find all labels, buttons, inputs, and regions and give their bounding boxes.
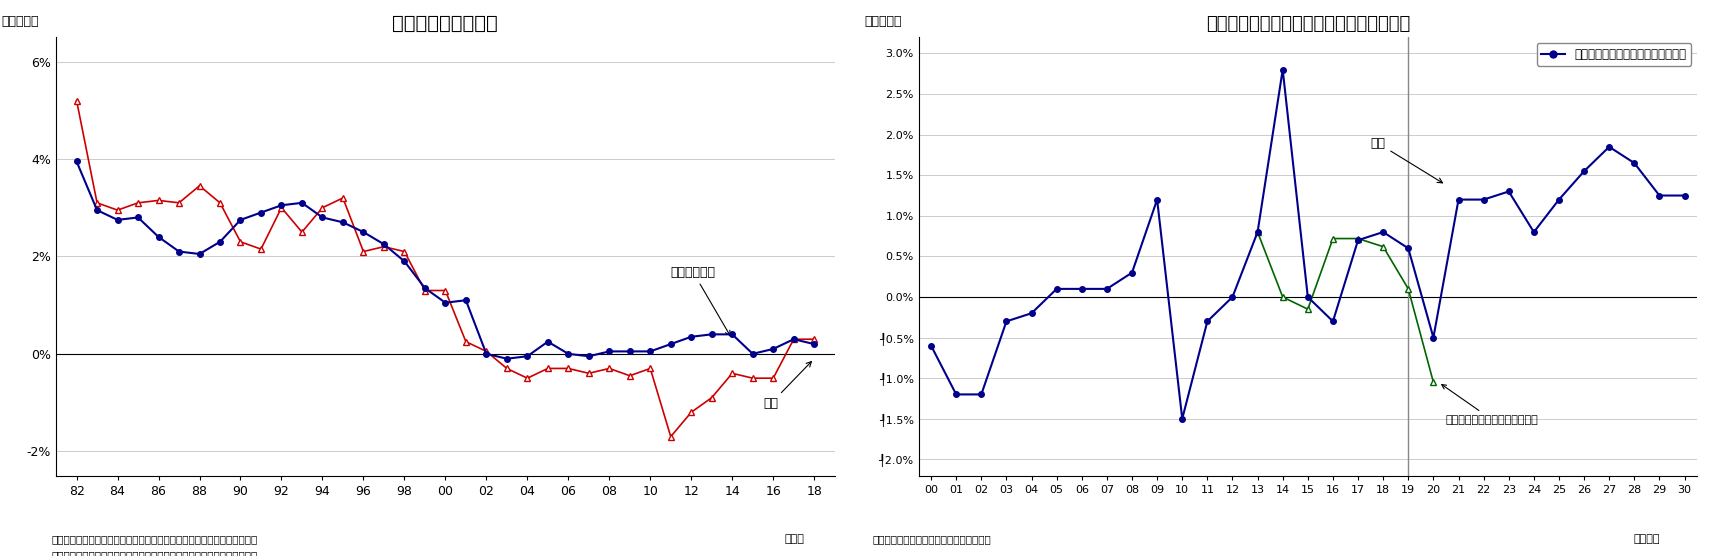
消費者物価（生鮮食品を除く総合） <box>1146 196 1167 203</box>
Text: （前年比）: （前年比） <box>864 16 902 28</box>
Legend: 消費者物価（生鮮食品を除く総合）: 消費者物価（生鮮食品を除く総合） <box>1536 43 1690 66</box>
消費者物価（生鮮食品を除く総合） <box>996 318 1016 325</box>
消費者物価（生鮮食品を除く総合） <box>1297 294 1317 300</box>
消費者物価（生鮮食品を除く総合） <box>972 391 992 398</box>
Text: （前年比）: （前年比） <box>2 16 39 28</box>
消費者物価（生鮮食品を除く総合） <box>1523 229 1543 235</box>
消費者物価（生鮮食品を除く総合） <box>1372 229 1393 235</box>
消費者物価（生鮮食品を除く総合） <box>946 391 967 398</box>
消費者物価（生鮮食品を除く総合） <box>1047 286 1068 292</box>
消費者物価（生鮮食品を除く総合） <box>1021 310 1042 316</box>
消費者物価（生鮮食品を除く総合） <box>1675 192 1696 199</box>
消費者物価（生鮮食品を除く総合） <box>1448 196 1468 203</box>
消費者物価（生鮮食品を除く総合） <box>1398 245 1418 252</box>
Title: サービス価格と賃金: サービス価格と賃金 <box>392 14 498 33</box>
Text: 消費税率引き上げの影響を除く: 消費税率引き上げの影響を除く <box>1442 385 1538 425</box>
Title: 消費者物価（生鮮食品を除く総合）の予測: 消費者物価（生鮮食品を除く総合）の予測 <box>1206 15 1410 33</box>
消費者物価（生鮮食品を除く総合） <box>1198 318 1218 325</box>
Text: （年）: （年） <box>784 534 804 544</box>
消費者物価（生鮮食品を除く総合） <box>1348 237 1369 244</box>
消費者物価（生鮮食品を除く総合） <box>1473 196 1494 203</box>
Text: （資料）総務省統計局「消費者物価指数」、厚生労働省「毎月勤労統計」: （資料）総務省統計局「消費者物価指数」、厚生労働省「毎月勤労統計」 <box>51 550 258 556</box>
消費者物価（生鮮食品を除く総合） <box>1273 66 1294 73</box>
消費者物価（生鮮食品を除く総合） <box>1323 318 1343 325</box>
消費者物価（生鮮食品を除く総合） <box>921 342 941 349</box>
Text: 予測: 予測 <box>1371 137 1442 183</box>
Text: 賃金: 賃金 <box>763 361 811 410</box>
消費者物価（生鮮食品を除く総合） <box>1499 188 1519 195</box>
消費者物価（生鮮食品を除く総合） <box>1172 415 1193 422</box>
消費者物価（生鮮食品を除く総合） <box>1122 269 1143 276</box>
消費者物価（生鮮食品を除く総合） <box>1624 160 1644 166</box>
消費者物価（生鮮食品を除く総合） <box>1424 334 1444 341</box>
Text: （注）賃金は一人当たり所定内給与。サービス価格は消費税の影響を除く: （注）賃金は一人当たり所定内給与。サービス価格は消費税の影響を除く <box>51 534 258 544</box>
消費者物価（生鮮食品を除く総合） <box>1600 143 1620 150</box>
消費者物価（生鮮食品を除く総合） <box>1222 294 1242 300</box>
消費者物価（生鮮食品を除く総合） <box>1548 196 1569 203</box>
Line: 消費者物価（生鮮食品を除く総合）: 消費者物価（生鮮食品を除く総合） <box>929 67 1687 421</box>
消費者物価（生鮮食品を除く総合） <box>1097 286 1117 292</box>
消費者物価（生鮮食品を除く総合） <box>1071 286 1092 292</box>
Text: （資料）総務省統計局「消費者物価指数」: （資料）総務省統計局「消費者物価指数」 <box>873 534 991 544</box>
Text: サービス価格: サービス価格 <box>671 266 731 336</box>
消費者物価（生鮮食品を除く総合） <box>1649 192 1670 199</box>
Text: （年度）: （年度） <box>1634 534 1660 544</box>
消費者物価（生鮮食品を除く総合） <box>1574 168 1595 175</box>
消費者物価（生鮮食品を除く総合） <box>1247 229 1268 235</box>
